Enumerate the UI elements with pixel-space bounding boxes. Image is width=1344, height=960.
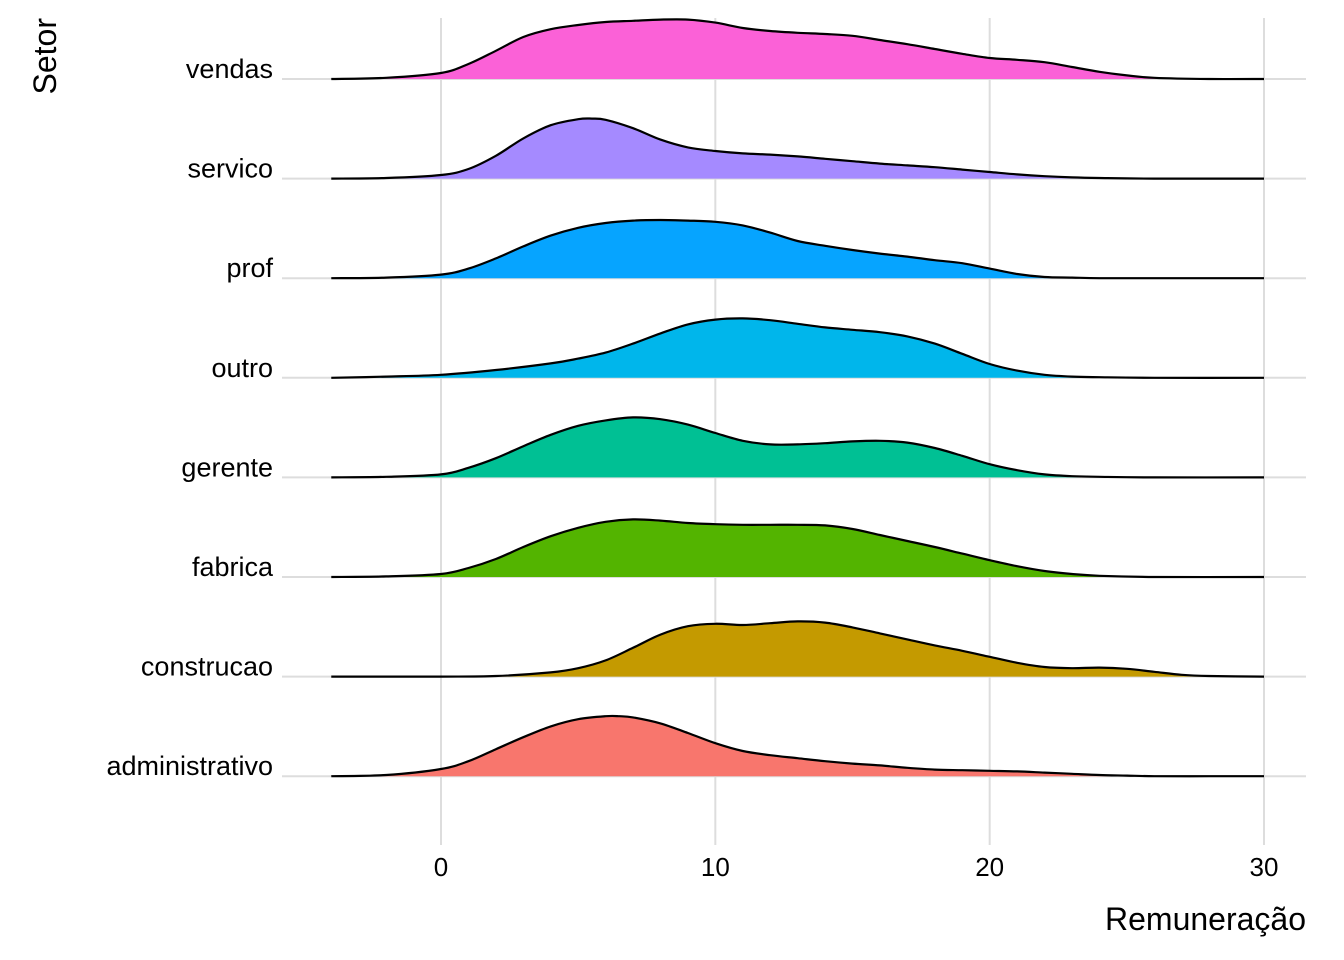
ridge-outline-servico (331, 117, 1265, 180)
ridge-outline-administrativo (331, 714, 1264, 778)
ridge-outline-outro (331, 317, 1265, 379)
x-tick-label-0: 0 (434, 852, 448, 882)
x-tick-label-30: 30 (1250, 852, 1279, 882)
y-category-label-prof: prof (226, 253, 273, 283)
ridge-vendas (331, 18, 1265, 81)
y-category-label-servico: servico (187, 154, 273, 184)
ridge-outline-construcao (331, 620, 1265, 678)
y-category-label-construcao: construcao (141, 652, 273, 682)
x-tick-label-20: 20 (975, 852, 1004, 882)
ridge-construcao (331, 620, 1265, 678)
x-axis-title: Remuneração (1105, 901, 1306, 937)
ridge-outline-vendas (331, 18, 1265, 81)
ridge-fill-construcao (331, 621, 1264, 677)
ridge-administrativo (331, 714, 1264, 778)
ridge-outro (331, 317, 1265, 379)
ridge-fill-servico (331, 118, 1264, 179)
density-ridges (331, 18, 1265, 778)
ridge-prof (331, 218, 1264, 280)
y-category-label-fabrica: fabrica (192, 552, 274, 582)
ridge-gerente (331, 416, 1265, 479)
ridge-servico (331, 117, 1265, 180)
y-category-label-gerente: gerente (181, 452, 273, 482)
ridge-fill-fabrica (331, 519, 1264, 578)
ridge-outline-prof (331, 218, 1264, 280)
ridge-fabrica (331, 518, 1265, 579)
y-axis-category-labels: administrativo construcao fabrica gerente ou… (106, 54, 274, 781)
ridge-fill-gerente (331, 417, 1264, 478)
ridge-outline-gerente (331, 416, 1265, 479)
grid-lines (282, 18, 1306, 845)
ridge-fill-administrativo (331, 715, 1264, 777)
y-axis-title: Setor (27, 18, 63, 95)
ridge-fill-outro (331, 318, 1264, 378)
x-tick-label-10: 10 (701, 852, 730, 882)
y-category-label-vendas: vendas (186, 54, 273, 84)
ridge-fill-prof (331, 220, 1264, 279)
y-category-label-outro: outro (211, 353, 273, 383)
x-axis-ticks: 0 10 20 30 (434, 852, 1279, 882)
ridge-outline-fabrica (331, 518, 1265, 579)
y-category-label-administrativo: administrativo (106, 751, 273, 781)
ridge-fill-vendas (331, 19, 1264, 80)
